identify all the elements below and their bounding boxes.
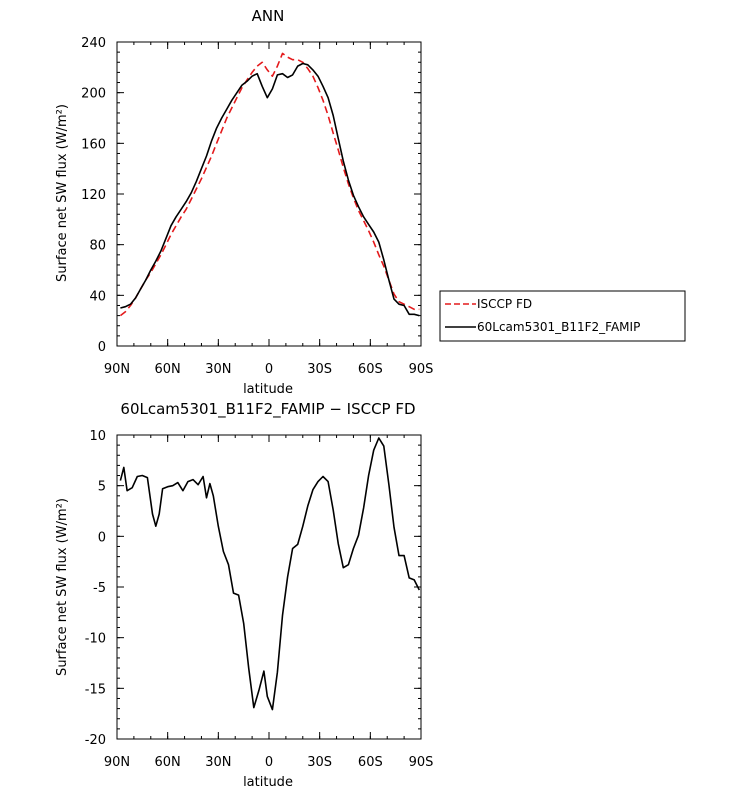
top-y-tick-label: 200 [81, 87, 106, 102]
top-panel: ANN latitude Surface net SW flux (W/m²) … [55, 7, 433, 397]
top-y-axis-title: Surface net SW flux (W/m²) [55, 104, 70, 282]
top-series-line-1 [120, 62, 420, 317]
bottom-y-tick-label: -5 [93, 581, 106, 596]
bottom-x-axis-title: latitude [243, 775, 293, 790]
bottom-x-tick-label: 90S [409, 755, 434, 770]
bottom-x-tick-label: 30S [307, 755, 332, 770]
bottom-plot-frame [116, 434, 422, 740]
top-plot-frame [116, 41, 422, 347]
bottom-x-tick-label: 30N [205, 755, 231, 770]
bottom-panel: 60Lcam5301_B11F2_FAMIP − ISCCP FD latitu… [55, 400, 433, 790]
legend-label-model: 60Lcam5301_B11F2_FAMIP [477, 320, 640, 334]
top-chart-title: ANN [252, 7, 285, 25]
bottom-y-tick-label: -15 [85, 682, 106, 697]
bottom-series-line-0 [119, 437, 421, 711]
bottom-y-tick-label: -20 [85, 733, 106, 748]
bottom-y-tick-label: 10 [89, 429, 106, 444]
top-x-tick-label: 0 [265, 362, 273, 377]
legend-box [439, 290, 686, 342]
bottom-x-tick-label: 0 [265, 755, 273, 770]
bottom-x-tick-label: 90N [104, 755, 130, 770]
top-series-line-0 [119, 52, 420, 317]
bottom-y-tick-label: -10 [85, 632, 106, 647]
legend-label-isccp: ISCCP FD [477, 297, 532, 311]
top-x-tick-label: 90S [409, 362, 434, 377]
bottom-y-axis-title: Surface net SW flux (W/m²) [55, 498, 70, 676]
bottom-y-tick-label: 5 [98, 480, 106, 495]
top-y-tick-label: 40 [89, 289, 106, 304]
bottom-y-tick-label: 0 [98, 530, 106, 545]
top-x-tick-label: 60S [358, 362, 383, 377]
bottom-x-tick-label: 60N [155, 755, 181, 770]
top-x-tick-label: 30S [307, 362, 332, 377]
top-x-tick-label: 90N [104, 362, 130, 377]
top-x-tick-label: 30N [205, 362, 231, 377]
top-x-axis-title: latitude [243, 382, 293, 397]
bottom-chart-title: 60Lcam5301_B11F2_FAMIP − ISCCP FD [120, 400, 415, 419]
top-x-tick-label: 60N [155, 362, 181, 377]
bottom-x-tick-label: 60S [358, 755, 383, 770]
legend: ISCCP FD 60Lcam5301_B11F2_FAMIP [439, 290, 686, 342]
top-y-tick-label: 240 [81, 36, 106, 51]
top-y-tick-label: 0 [98, 340, 106, 355]
top-y-tick-label: 160 [81, 137, 106, 152]
top-y-tick-label: 120 [81, 188, 106, 203]
top-y-tick-label: 80 [89, 239, 106, 254]
